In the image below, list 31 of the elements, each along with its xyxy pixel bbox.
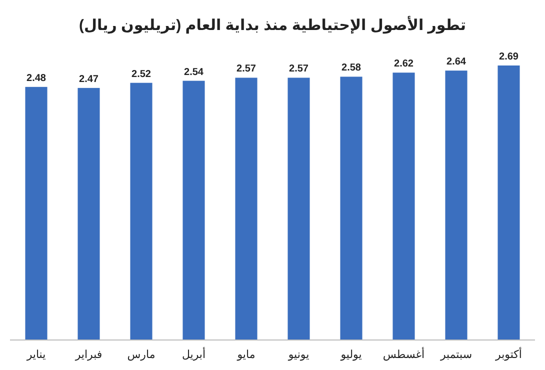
- x-tick-label: أبريل: [182, 347, 206, 361]
- data-label: 2.58: [342, 62, 362, 74]
- data-label: 2.62: [394, 58, 414, 70]
- x-tick-label: أكتوبر: [494, 347, 522, 361]
- data-label: 2.47: [79, 74, 99, 85]
- bar: [392, 72, 415, 340]
- data-label: 2.52: [132, 68, 152, 80]
- bar: [25, 86, 48, 340]
- bar: [288, 78, 310, 340]
- data-label: 2.54: [184, 66, 204, 78]
- x-tick-label: مارس: [127, 349, 156, 361]
- bar: [130, 82, 152, 340]
- chart-title: تطور الأصول الإحتياطية منذ بداية العام (تريليون ريال): [78, 15, 466, 34]
- x-tick-label: سبتمبر: [439, 349, 472, 361]
- x-tick-label: أغسطس: [382, 347, 425, 361]
- bar: [340, 76, 362, 340]
- bar: [182, 80, 205, 340]
- x-tick-label: يوليو: [340, 349, 362, 361]
- x-tick-label: يونيو: [287, 349, 310, 361]
- bar: [498, 65, 520, 340]
- data-label: 2.64: [446, 56, 466, 68]
- data-label: 2.57: [236, 64, 256, 75]
- x-tick-label: يناير: [26, 349, 46, 361]
- bar: [445, 70, 468, 340]
- x-tick-label: فبراير: [74, 349, 102, 361]
- x-tick-label: مايو: [236, 349, 256, 361]
- data-label: 2.69: [499, 51, 519, 62]
- data-label: 2.57: [289, 64, 309, 75]
- bar: [235, 78, 258, 340]
- bar: [78, 88, 100, 340]
- data-label: 2.48: [26, 72, 46, 84]
